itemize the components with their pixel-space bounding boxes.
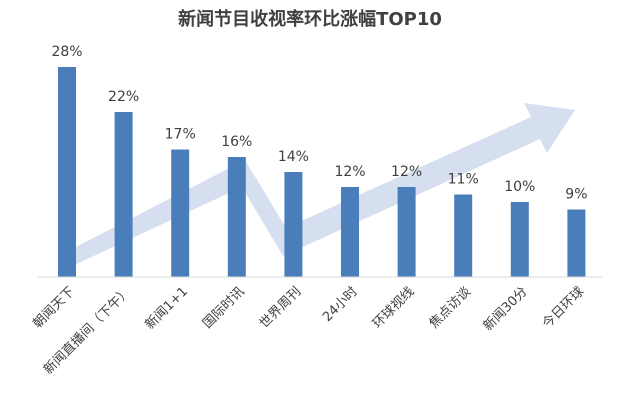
bar-5 [284,172,303,277]
value-label-3: 17% [165,127,196,143]
value-label-2: 22% [108,89,139,105]
bar-2 [114,112,133,277]
bar-6 [341,187,359,277]
value-label-4: 16% [221,134,252,150]
bars-group [58,67,586,277]
value-label-9: 10% [504,179,535,195]
value-label-5: 14% [278,149,309,165]
chart-title: 新闻节目收视率环比涨幅TOP10 [178,8,442,30]
category-label-10: 今日环球 [539,284,587,332]
category-label-9: 新闻30分 [480,284,531,335]
bar-10 [567,209,586,277]
value-label-10: 9% [565,187,587,203]
category-label-7: 环球视线 [370,284,417,331]
value-labels-group: 28% 22% 17% 16% 14% 12% 12% 11% 10% 9% [51,44,587,203]
category-label-1: 朝闻天下 [30,284,77,331]
category-label-8: 焦点访谈 [427,284,474,331]
category-label-4: 国际时讯 [200,284,247,331]
value-label-6: 12% [334,164,365,180]
bar-4 [227,157,246,277]
category-label-3: 新闻1+1 [142,284,191,333]
category-label-6: 24小时 [320,284,361,325]
bar-9 [510,202,529,277]
bar-8 [454,194,473,277]
value-label-7: 12% [391,164,422,180]
category-label-5: 世界周刊 [257,284,304,331]
bar-3 [171,149,190,277]
bar-1 [58,67,76,277]
bar-7 [397,187,416,277]
value-label-1: 28% [51,44,82,60]
value-label-8: 11% [448,172,479,188]
upward-trend-arrow-icon [58,103,575,268]
